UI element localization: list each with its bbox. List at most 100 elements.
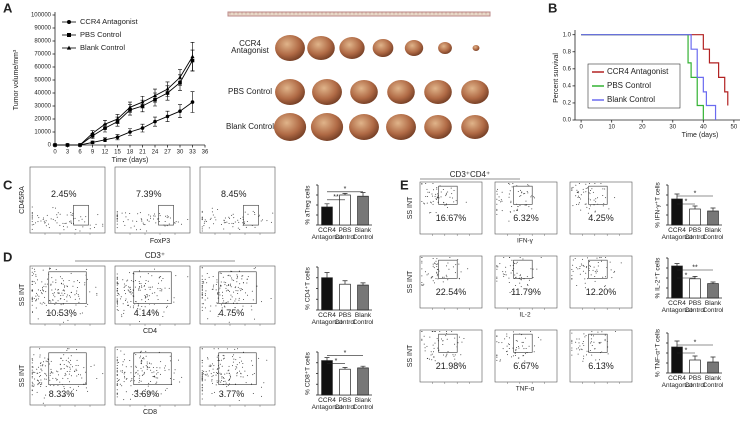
event-dot [150,363,152,365]
event-dot [219,272,221,274]
event-dot [123,373,125,375]
event-dot [254,226,256,228]
event-dot [496,265,498,267]
x-tick-label: 10 [608,125,615,131]
event-dot [609,261,611,263]
event-dot [203,303,205,305]
event-dot [63,286,65,288]
event-dot [146,296,148,298]
event-dot [139,289,141,291]
event-dot [219,294,221,296]
event-dot [496,208,498,210]
event-dot [209,310,211,312]
bar [671,346,683,374]
event-dot [421,284,423,286]
event-dot [586,265,588,267]
event-dot [524,362,526,364]
event-dot [421,260,423,262]
event-dot [221,377,223,379]
event-dot [220,272,222,274]
event-dot [496,193,498,195]
event-dot [44,378,46,380]
event-dot [116,360,118,362]
error-bar [674,193,680,199]
event-dot [215,289,217,291]
event-dot [227,275,229,277]
event-dot [41,303,43,305]
event-dot [432,356,434,358]
tumor [372,39,394,57]
legend-label: CCR4 Antagonist [607,67,669,76]
marker [67,33,71,37]
event-dot [148,220,150,222]
y-tick-label: 1.0 [563,32,572,38]
event-dot [68,362,70,364]
event-dot [590,342,592,344]
event-dot [510,272,512,274]
event-dot [158,277,160,279]
event-dot [578,338,580,340]
event-dot [435,260,437,262]
event-dot [31,376,33,378]
y-axis-title: SS INT [19,364,26,387]
event-dot [134,286,136,288]
event-dot [589,265,591,267]
y-tick-label: 0.2 [563,101,572,107]
event-dot [44,357,46,359]
event-dot [63,321,65,323]
event-dot [66,296,68,298]
event-dot [201,375,203,377]
event-dot [143,371,145,373]
event-dot [217,368,219,370]
event-dot [34,271,36,273]
event-dot [247,276,249,278]
event-dot [421,275,423,277]
event-dot [37,366,39,368]
event-dot [89,224,91,226]
event-dot [124,377,126,379]
event-dot [142,366,144,368]
event-dot [517,357,519,359]
event-dot [116,279,118,281]
event-dot [119,383,121,385]
event-dot [84,284,86,286]
event-dot [35,274,37,276]
group-header: CD3⁺ [145,251,165,260]
event-dot [237,227,239,229]
x-axis-title: IL-2 [519,312,531,319]
x-tick-label: 30 [177,150,184,156]
event-dot [421,339,423,341]
y-axis-title: % IFN-γ⁺T cells [655,181,662,227]
event-dot [36,279,38,281]
event-dot [116,392,118,394]
event-dot [42,269,44,271]
event-dot [43,285,45,287]
event-dot [173,372,175,374]
event-dot [201,286,203,288]
event-dot [61,282,63,284]
event-dot [216,380,218,382]
event-dot [583,355,585,357]
event-dot [232,213,234,215]
event-dot [167,299,169,301]
event-dot [208,276,210,278]
event-dot [445,354,447,356]
event-dot [577,192,579,194]
gate [218,352,257,385]
event-dot [64,375,66,377]
event-dot [154,268,156,270]
gate [438,333,458,353]
gate [513,185,533,205]
event-dot [180,223,182,225]
y-axis-title: CD45RA [19,186,26,214]
event-dot [239,228,241,230]
event-dot [74,294,76,296]
event-dot [46,361,48,363]
event-dot [221,376,223,378]
marker [153,119,157,124]
event-dot [147,385,149,387]
event-dot [496,190,498,192]
gate [438,185,458,205]
event-dot [581,349,583,351]
event-dot [35,299,37,301]
